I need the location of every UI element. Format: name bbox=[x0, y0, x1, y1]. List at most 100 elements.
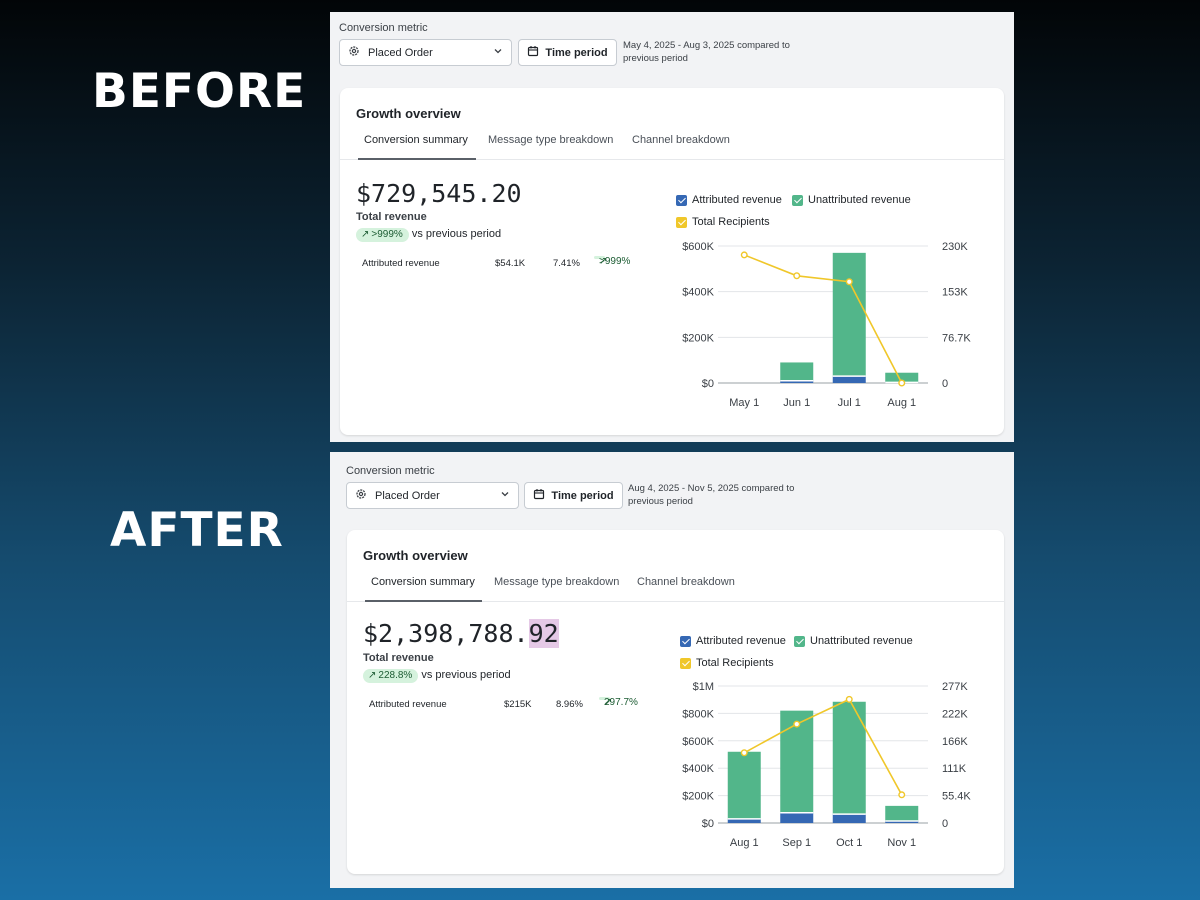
date-range-text: Aug 4, 2025 - Nov 5, 2025 compared to pr… bbox=[628, 483, 795, 507]
gear-icon bbox=[355, 488, 367, 503]
tab-message-type-breakdown[interactable]: Message type breakdown bbox=[488, 134, 614, 146]
y-right-tick-label: 55.4K bbox=[942, 791, 971, 803]
tab-bar: Conversion summary Message type breakdow… bbox=[340, 126, 1004, 160]
attributed-revenue-row: Attributed revenue $215K 8.96% ↗ 297.7% bbox=[369, 697, 669, 715]
total-revenue-value: $729,545.20 bbox=[356, 179, 522, 208]
time-period-label: Time period bbox=[551, 489, 614, 502]
bar-attributed bbox=[727, 818, 761, 823]
tab-message-type-breakdown[interactable]: Message type breakdown bbox=[494, 576, 620, 588]
trend-up-icon: ↗ bbox=[599, 256, 608, 267]
y-left-tick-label: $400K bbox=[682, 287, 714, 299]
legend-unattributed[interactable]: Unattributed revenue bbox=[794, 635, 913, 647]
bar-unattributed bbox=[780, 362, 814, 381]
y-left-tick-label: $200K bbox=[682, 332, 714, 344]
recipients-point bbox=[898, 791, 906, 799]
attributed-row-change-value: 297.7% bbox=[604, 697, 638, 708]
recipients-point bbox=[898, 379, 906, 387]
bar-attributed bbox=[832, 376, 866, 383]
bar-attributed bbox=[780, 812, 814, 823]
chevron-down-icon bbox=[500, 489, 510, 502]
x-tick-label: Sep 1 bbox=[782, 837, 811, 849]
tab-bar: Conversion summary Message type breakdow… bbox=[347, 568, 1004, 602]
recipients-line bbox=[743, 254, 903, 384]
legend-attributed[interactable]: Attributed revenue bbox=[680, 635, 786, 647]
checkbox-icon bbox=[680, 657, 691, 669]
total-revenue-label: Total revenue bbox=[363, 652, 434, 664]
x-tick-label: May 1 bbox=[729, 397, 759, 409]
calendar-icon bbox=[533, 488, 545, 503]
y-right-tick-label: 153K bbox=[942, 287, 968, 299]
bar-unattributed bbox=[832, 701, 866, 815]
bar-attributed bbox=[885, 820, 919, 823]
trend-up-icon: ↗ bbox=[368, 670, 377, 681]
y-right-tick-label: 0 bbox=[942, 378, 948, 390]
attributed-row-label: Attributed revenue bbox=[369, 699, 447, 710]
attributed-row-percent: 7.41% bbox=[553, 258, 580, 269]
recipients-point bbox=[793, 720, 801, 728]
y-right-tick-label: 166K bbox=[942, 736, 968, 748]
attributed-row-change: ↗ 297.7% bbox=[599, 697, 638, 708]
time-period-button[interactable]: Time period bbox=[524, 482, 623, 509]
legend-attributed[interactable]: Attributed revenue bbox=[676, 194, 782, 206]
change-pill: ↗ >999% bbox=[356, 228, 409, 242]
y-right-tick-label: 0 bbox=[942, 818, 948, 830]
card-title: Growth overview bbox=[363, 548, 468, 563]
y-left-tick-label: $600K bbox=[682, 736, 714, 748]
legend-recipients-label: Total Recipients bbox=[696, 657, 774, 669]
attributed-row-label: Attributed revenue bbox=[362, 258, 440, 269]
total-revenue-main: $2,398,788. bbox=[363, 619, 529, 648]
recipients-point bbox=[845, 278, 853, 286]
tab-channel-breakdown[interactable]: Channel breakdown bbox=[637, 576, 735, 588]
total-revenue-value: $2,398,788.92 bbox=[363, 619, 559, 648]
gear-icon bbox=[348, 45, 360, 60]
x-tick-label: Oct 1 bbox=[836, 837, 862, 849]
legend-attributed-label: Attributed revenue bbox=[692, 194, 782, 206]
attributed-row-percent: 8.96% bbox=[556, 699, 583, 710]
revenue-chart: $0 $200K $400K $600K 0 76.7K 153K 230K May 1 Jun … bbox=[682, 241, 971, 409]
bar-attributed bbox=[832, 814, 866, 823]
conversion-metric-label: Conversion metric bbox=[346, 465, 435, 477]
tab-conversion-summary[interactable]: Conversion summary bbox=[364, 134, 468, 146]
tab-conversion-summary[interactable]: Conversion summary bbox=[371, 576, 475, 588]
legend-recipients-label: Total Recipients bbox=[692, 216, 770, 228]
bar-unattributed bbox=[780, 710, 814, 813]
vs-text: vs previous period bbox=[421, 669, 511, 681]
select-value: Placed Order bbox=[368, 46, 433, 59]
conversion-metric-select[interactable]: Placed Order bbox=[346, 482, 519, 509]
y-right-tick-label: 222K bbox=[942, 708, 968, 720]
x-tick-label: Jul 1 bbox=[838, 397, 861, 409]
after-panel: Conversion metric Placed Order Time peri… bbox=[330, 452, 1014, 888]
total-revenue-label: Total revenue bbox=[356, 211, 427, 223]
change-pill-value: >999% bbox=[371, 229, 403, 240]
time-period-button[interactable]: Time period bbox=[518, 39, 617, 66]
trend-up-icon: ↗ bbox=[604, 697, 613, 708]
growth-overview-card: Growth overview Conversion summary Messa… bbox=[340, 88, 1004, 435]
y-left-tick-label: $1M bbox=[693, 681, 714, 693]
y-left-tick-label: $800K bbox=[682, 708, 714, 720]
conversion-metric-select[interactable]: Placed Order bbox=[339, 39, 512, 66]
change-pill-value: 228.8% bbox=[378, 670, 413, 681]
legend-unattributed[interactable]: Unattributed revenue bbox=[792, 194, 911, 206]
y-left-tick-label: $600K bbox=[682, 241, 714, 253]
legend-recipients[interactable]: Total Recipients bbox=[680, 657, 774, 669]
chevron-down-icon bbox=[493, 46, 503, 59]
select-value: Placed Order bbox=[375, 489, 440, 502]
legend-attributed-label: Attributed revenue bbox=[696, 635, 786, 647]
date-range-text: May 4, 2025 - Aug 3, 2025 compared to pr… bbox=[623, 40, 790, 64]
trend-up-icon: ↗ bbox=[361, 229, 370, 240]
y-left-tick-label: $200K bbox=[682, 791, 714, 803]
x-tick-label: Aug 1 bbox=[730, 837, 759, 849]
after-label: AFTER bbox=[110, 503, 284, 558]
recipients-point bbox=[845, 695, 853, 703]
attributed-revenue-row: Attributed revenue $54.1K 7.41% ↗ >999% bbox=[362, 256, 662, 274]
attributed-row-value: $215K bbox=[504, 699, 532, 710]
recipients-line bbox=[743, 698, 903, 796]
bar-attributed bbox=[780, 380, 814, 383]
vs-previous-period: ↗ 228.8% vs previous period bbox=[363, 669, 511, 683]
recipients-point bbox=[740, 749, 748, 757]
x-tick-label: Jun 1 bbox=[783, 397, 810, 409]
tab-channel-breakdown[interactable]: Channel breakdown bbox=[632, 134, 730, 146]
attributed-row-value: $54.1K bbox=[495, 258, 526, 269]
legend-recipients[interactable]: Total Recipients bbox=[676, 216, 770, 228]
selected-tab-indicator bbox=[358, 158, 476, 160]
